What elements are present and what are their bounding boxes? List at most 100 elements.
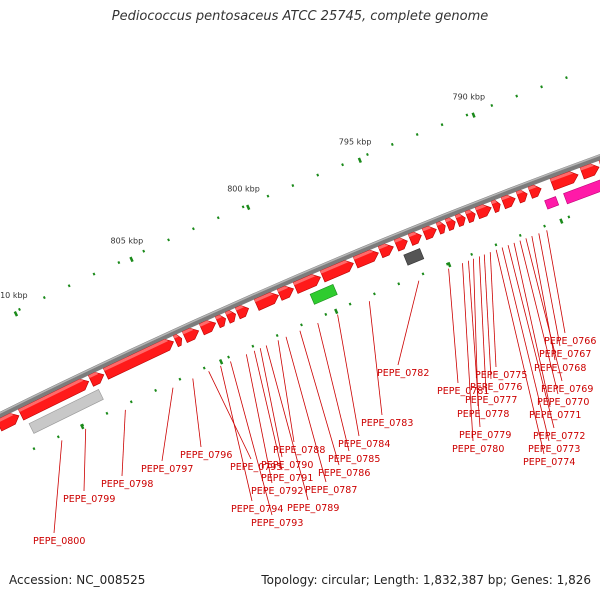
scale-tick-inner — [178, 377, 182, 381]
gene-arrow — [474, 204, 492, 220]
scale-tick — [216, 216, 220, 220]
gene-label-text: PEPE_0796 — [180, 450, 232, 461]
gene-label-text: PEPE_0769 — [541, 384, 593, 395]
scale-major-tick — [129, 256, 134, 263]
scale-tick-inner — [154, 388, 158, 393]
scale-major-tick — [357, 157, 362, 164]
scale-tick — [415, 132, 419, 137]
leader-line — [462, 263, 474, 442]
scale-tick-inner — [32, 447, 36, 451]
gene-arrow-highlight — [475, 204, 487, 211]
gene-arrow-highlight — [445, 217, 452, 223]
gene-arrow-highlight — [320, 260, 349, 274]
rrna-feature-long-shape — [563, 175, 600, 205]
leader-line — [208, 371, 252, 460]
dark-feature-shape — [403, 248, 425, 266]
accession-text: Accession: NC_008525 — [9, 573, 146, 587]
scale-tick — [291, 183, 295, 188]
gene-arrow-highlight — [293, 274, 316, 286]
gene-arrow — [234, 305, 250, 320]
scale-tick — [316, 173, 320, 177]
gene-arrow-highlight — [550, 171, 574, 182]
scale-tick — [515, 94, 519, 98]
gene-arrow-highlight — [0, 413, 14, 423]
gene-arrow — [319, 260, 354, 283]
leader-line — [501, 247, 550, 442]
leader-line — [277, 340, 295, 443]
leader-line — [448, 268, 459, 384]
gene-arrow — [393, 237, 408, 252]
gene-arrow — [172, 334, 183, 348]
scale-tick — [142, 249, 146, 253]
gene-label-text: PEPE_0776 — [470, 382, 522, 393]
leader-line — [478, 256, 487, 393]
leader-line — [265, 345, 309, 501]
gene-label-text: PEPE_0780 — [452, 444, 504, 455]
gene-leader-lines — [53, 230, 566, 534]
leader-line — [507, 245, 555, 429]
scale-tick-inner — [518, 233, 522, 237]
gene-arrow — [490, 199, 501, 213]
gene-arrow-body — [444, 217, 456, 231]
gene-label-text: PEPE_0777 — [465, 395, 517, 406]
leader-line — [495, 249, 545, 455]
leader-line — [546, 230, 566, 334]
dark-feature — [403, 248, 425, 266]
leader-line — [519, 240, 559, 395]
gene-label-text: PEPE_0791 — [261, 473, 313, 484]
leader-line — [121, 409, 126, 477]
leader-line — [53, 440, 63, 534]
leader-line — [397, 280, 420, 366]
leader-line — [513, 242, 551, 408]
leader-line — [337, 314, 360, 437]
scale-tick — [266, 194, 270, 198]
scale-tick — [241, 205, 245, 209]
gene-arrow — [0, 413, 20, 432]
leader-line — [220, 365, 253, 502]
gene-arrow — [579, 163, 600, 180]
scale-ticks-inner — [32, 215, 571, 451]
map-title: Pediococcus pentosaceus ATCC 25745, comp… — [111, 9, 489, 24]
gene-label-text: PEPE_0792 — [251, 486, 303, 497]
leader-line — [483, 254, 492, 380]
leader-line — [259, 348, 283, 458]
gene-arrow-body — [435, 221, 446, 235]
gene-arrow — [253, 292, 279, 311]
scale-tick — [490, 103, 494, 108]
scale-tick — [18, 307, 21, 312]
leader-line — [245, 354, 273, 484]
scale-tick — [390, 142, 394, 146]
gene-label-text: PEPE_0783 — [361, 418, 413, 429]
gene-arrow-highlight — [353, 250, 374, 260]
leader-line — [192, 378, 202, 448]
rrna-feature-long — [563, 175, 600, 205]
gene-arrow-body — [319, 260, 354, 283]
gene-arrow — [454, 213, 466, 228]
gene-arrow-highlight — [436, 221, 443, 226]
scale-major-tick-inner — [447, 261, 452, 268]
rrna-feature-shape — [544, 196, 560, 210]
leader-line — [317, 322, 350, 452]
gene-arrow-body — [17, 378, 90, 421]
gene-arrow-highlight — [254, 292, 274, 303]
leader-line — [538, 233, 561, 347]
scale-tick-inner — [227, 355, 230, 359]
gene-label-text: PEPE_0766 — [544, 336, 596, 347]
gene-arrow-highlight — [225, 310, 233, 316]
leader-line — [161, 387, 174, 462]
scale-major-tick-inner — [559, 218, 564, 224]
leader-line — [299, 330, 340, 466]
gene-arrow — [407, 231, 422, 246]
gene-arrow-highlight — [88, 372, 99, 379]
scale-tick — [366, 152, 369, 157]
gene-arrow-highlight — [516, 190, 524, 195]
gene-label-text: PEPE_0770 — [537, 397, 589, 408]
scale-label: 790 kbp — [452, 92, 485, 101]
gene-label-text: PEPE_0784 — [338, 439, 390, 450]
scale-tick-inner — [494, 243, 498, 247]
gene-arrow-highlight — [235, 305, 245, 311]
scale-tick-inner — [275, 333, 279, 338]
gene-label-text: PEPE_0794 — [231, 504, 283, 515]
gene-label-text: PEPE_0793 — [251, 518, 303, 529]
